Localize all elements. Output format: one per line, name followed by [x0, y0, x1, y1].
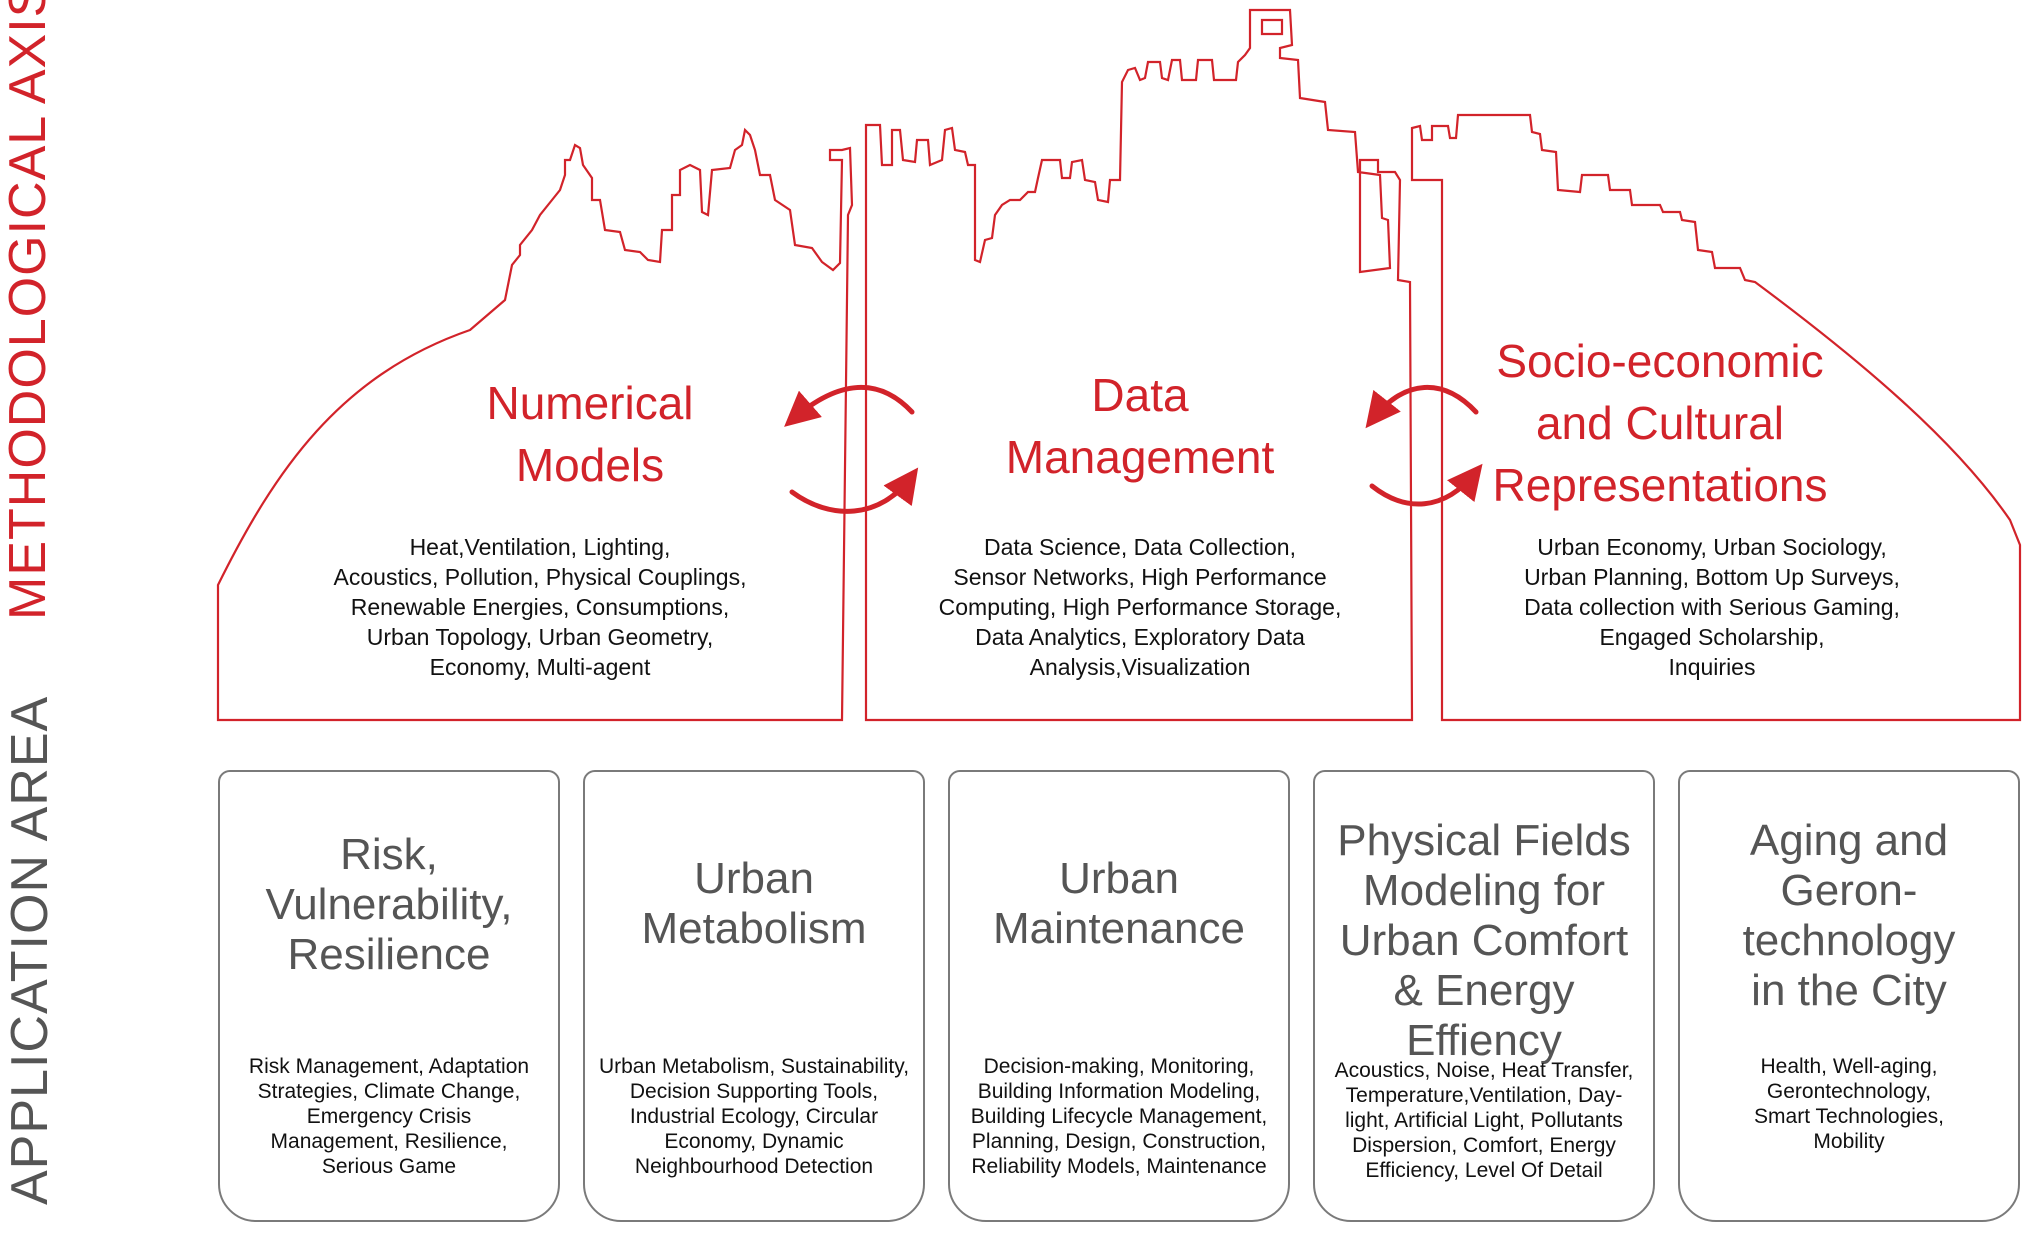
arrow-to-numerical	[784, 384, 915, 427]
pillar-title-socio: Socio-economic and Cultural Representation…	[1492, 335, 1828, 511]
pillar-text-data: Data Science, Data Collection, Sensor Net…	[938, 534, 1342, 680]
pillar-outline-socio	[1410, 113, 2022, 722]
arrow-to-data-right	[1365, 385, 1479, 429]
card-maintenance: Urban Maintenance Decision-making, Monito…	[948, 770, 1290, 1222]
card-title-maintenance: Urban Maintenance	[993, 854, 1245, 953]
card-title-aging: Aging and Geron-technology in the City	[1742, 816, 1956, 1015]
card-title-risk: Risk, Vulnerability, Resilience	[265, 830, 513, 979]
tower-top	[1260, 18, 1284, 36]
pillar-text-numerical: Heat,Ventilation, Lighting, Acoustics, Po…	[333, 534, 747, 680]
pillar-title-data: Data Management	[1005, 369, 1275, 483]
application-area-label: APPLICATION AREA	[1, 695, 59, 1205]
pillar-title-numerical: Numerical Models	[486, 377, 694, 491]
pillar-text-socio: Urban Economy, Urban Sociology, Urban Pla…	[1524, 534, 1900, 680]
card-title-physical-fields: Physical Fields Modeling for Urban Comfort…	[1337, 816, 1631, 1065]
card-text-maintenance: Decision-making, Monitoring, Building Inf…	[970, 1055, 1268, 1178]
card-risk: Risk, Vulnerability, Resilience Risk Manag…	[218, 770, 560, 1222]
methodological-axis-label: METHODOLOGICAL AXIS	[0, 0, 57, 620]
card-title-metabolism: Urban Metabolism	[641, 854, 867, 953]
arrow-to-socio	[1369, 463, 1483, 507]
card-text-risk: Risk Management, Adaptation Strategies, C…	[248, 1055, 530, 1178]
card-text-metabolism: Urban Metabolism, Sustainability, Decisio…	[598, 1055, 910, 1178]
card-aging: Aging and Geron-technology in the City Hea…	[1678, 770, 2020, 1222]
arrow-to-data	[789, 467, 919, 514]
card-physical-fields: Physical Fields Modeling for Urban Comfort…	[1313, 770, 1655, 1222]
pillar-outline-data	[864, 8, 1414, 722]
pillar-outline-numerical	[216, 127, 854, 722]
card-metabolism: Urban Metabolism Urban Metabolism, Sustai…	[583, 770, 925, 1222]
card-text-physical-fields: Acoustics, Noise, Heat Transfer, Temperat…	[1334, 1059, 1634, 1182]
card-text-aging: Health, Well-aging, Gerontechnology, Smart…	[1754, 1055, 1944, 1153]
